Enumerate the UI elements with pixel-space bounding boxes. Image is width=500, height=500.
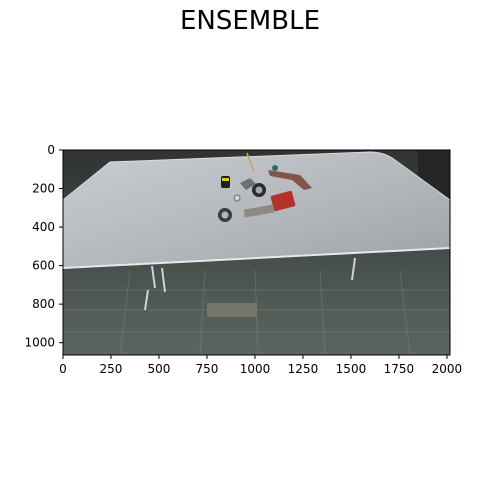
x-tick-label: 500: [148, 362, 171, 376]
x-tick-label: 1000: [240, 362, 271, 376]
x-tick-label: 250: [100, 362, 123, 376]
y-tick-label: 1000: [24, 336, 55, 350]
figure-title: ENSEMBLE: [180, 6, 320, 36]
x-tick-label: 1500: [336, 362, 367, 376]
y-axis: 0 200 400 600 800 1000: [24, 143, 63, 350]
y-tick-label: 400: [32, 220, 55, 234]
y-tick-label: 0: [47, 143, 55, 157]
x-axis: 0 250 500 750 1000 1250 1500 1750 2000: [59, 355, 462, 376]
y-tick-label: 800: [32, 297, 55, 311]
y-tick-label: 600: [32, 259, 55, 273]
y-tick-label: 200: [32, 182, 55, 196]
scene-image: [62, 150, 451, 356]
x-tick-label: 2000: [432, 362, 463, 376]
x-tick-label: 750: [196, 362, 219, 376]
x-tick-label: 1250: [288, 362, 319, 376]
x-tick-label: 0: [59, 362, 67, 376]
axes-frame: [62, 149, 451, 356]
x-tick-label: 1750: [384, 362, 415, 376]
